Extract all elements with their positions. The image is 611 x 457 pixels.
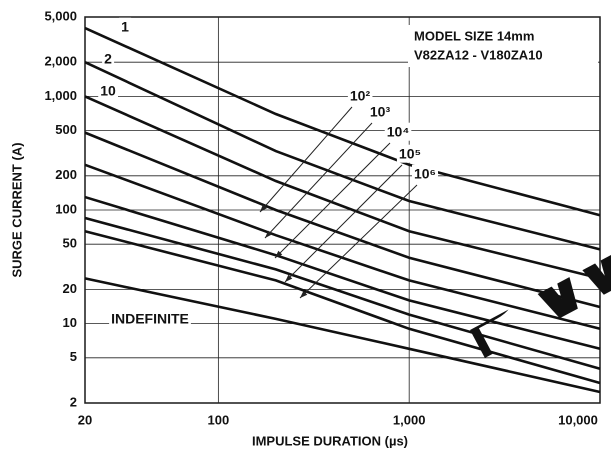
label-bg <box>396 144 424 163</box>
y-tick-label: 1,000 <box>44 88 77 103</box>
series-line <box>84 216 601 371</box>
x-tick-label: 1,000 <box>393 412 426 427</box>
series-line <box>84 163 601 331</box>
y-tick-label: 50 <box>63 236 77 251</box>
series-label: 1 <box>121 19 129 35</box>
label-bg <box>102 49 115 68</box>
arrow <box>264 122 373 239</box>
x-tick-label: 20 <box>78 412 92 427</box>
label-bg <box>98 81 118 100</box>
y-tick-label: 5 <box>70 349 77 364</box>
label-bg <box>109 309 191 328</box>
arrow-head <box>260 204 268 212</box>
chart-subtitle: V82ZA12 - V180ZA10 <box>414 47 543 62</box>
label-bg <box>411 164 439 183</box>
series-label: 10⁴ <box>387 124 410 140</box>
y-tick-label: 2 <box>70 394 77 409</box>
arrow-head <box>265 230 273 238</box>
series-label: INDEFINITE <box>111 311 189 327</box>
y-tick-label: 2,000 <box>44 54 77 69</box>
series-label: 10⁶ <box>414 166 436 182</box>
arrow-head <box>285 274 293 282</box>
label-bg <box>347 86 373 105</box>
x-axis-label: IMPULSE DURATION (µs) <box>252 433 408 448</box>
y-tick-label: 500 <box>55 122 77 137</box>
series-line <box>84 131 601 309</box>
series-line <box>84 95 601 280</box>
chart-title: MODEL SIZE 14mm <box>414 28 534 43</box>
label-bg <box>367 102 393 121</box>
series-label: 10³ <box>370 104 391 120</box>
title-bg <box>408 25 598 67</box>
y-tick-label: 20 <box>63 281 77 296</box>
series-line <box>84 229 601 385</box>
label-bg <box>119 17 132 36</box>
y-tick-label: 200 <box>55 167 77 182</box>
y-tick-label: 100 <box>55 201 77 216</box>
series-line <box>84 26 601 217</box>
series-label: 10⁵ <box>399 146 421 162</box>
y-axis-label: SURGE CURRENT (A) <box>9 142 24 277</box>
series-line <box>84 195 601 351</box>
y-tick-label: 10 <box>63 315 77 330</box>
arrow <box>259 106 353 213</box>
series-line <box>84 61 601 251</box>
y-tick-label: 5,000 <box>44 8 77 23</box>
arrow <box>284 164 403 283</box>
x-tick-label: 10,000 <box>558 412 598 427</box>
series-line <box>84 277 601 394</box>
arrow-head <box>275 250 283 258</box>
series-label: 10 <box>100 83 116 99</box>
series-label: 2 <box>104 51 112 67</box>
arrow-head <box>300 290 308 298</box>
arrow <box>274 142 391 259</box>
x-tick-label: 100 <box>208 412 230 427</box>
label-bg <box>384 122 412 141</box>
arrow <box>299 184 418 299</box>
series-label: 10² <box>350 88 371 104</box>
